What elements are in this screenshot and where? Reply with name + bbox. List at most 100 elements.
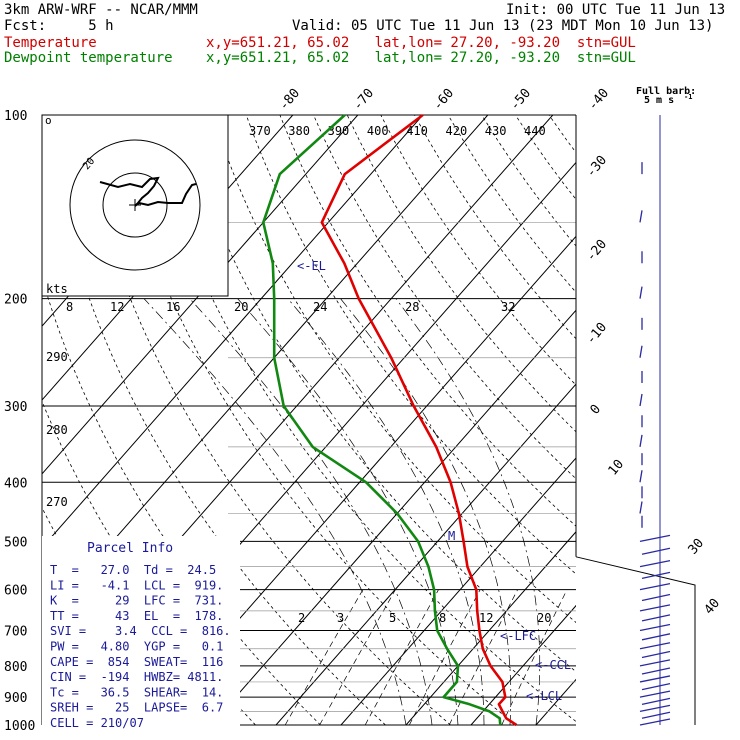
dewpoint-legend: Dewpoint temperature — [4, 50, 173, 66]
pressure-label: 1000 — [4, 719, 35, 734]
temperature-tick: 10 — [606, 457, 628, 479]
pressure-label: 700 — [4, 625, 27, 640]
wind-barb — [639, 501, 643, 514]
wind-barb — [639, 604, 671, 612]
mixing-ratio-line — [448, 589, 518, 725]
pressure-label: 200 — [4, 293, 27, 308]
wind-barb — [641, 682, 671, 691]
dry-adiabat — [515, 115, 576, 201]
pressure-label: 800 — [4, 660, 27, 675]
full-barb-unit: 5 m s — [644, 95, 674, 106]
wind-barb — [639, 675, 671, 683]
theta-label-left: 270 — [46, 495, 68, 509]
dry-adiabat — [548, 115, 576, 154]
wind-barb — [639, 393, 643, 407]
dry-adiabat — [380, 115, 576, 386]
isotherm-line — [470, 604, 576, 725]
temperature-tick: 40 — [702, 596, 724, 618]
isotherm-line — [601, 115, 740, 725]
wind-barb — [641, 711, 671, 719]
parcel-info-row: PW = 4.80 YGP = 0.1 — [50, 640, 223, 654]
hodograph-inset: 20 o kts — [41, 114, 229, 297]
isotherm-line — [42, 115, 359, 475]
sounding-profiles — [261, 113, 518, 727]
parcel-info-row: CELL = 210/07 — [50, 716, 144, 730]
level-annotations: <-EL <-LFC <-CCL <-LCL M — [297, 259, 571, 703]
moist-adiabat — [395, 298, 541, 725]
hodograph-speed-tick: 20 — [234, 300, 248, 314]
valid-time: Valid: 05 UTC Tue 11 Jun 13 (23 MDT Mon … — [292, 18, 714, 34]
isotherm-line — [42, 115, 489, 623]
init-time: Init: 00 UTC Tue 11 Jun 13 — [506, 2, 726, 18]
isotherm-line — [340, 457, 576, 725]
wind-barb — [639, 718, 671, 726]
pressure-label: 500 — [4, 535, 27, 550]
m-label: M — [448, 529, 455, 543]
hodograph-speed-tick: 32 — [501, 300, 515, 314]
full-barb-exponent: -1 — [684, 93, 692, 101]
temperature-tick: -20 — [584, 237, 611, 265]
wind-barb — [639, 583, 671, 591]
mixing-ratio-line — [319, 589, 396, 725]
isotherm-line — [666, 115, 740, 725]
parcel-info-title: Parcel Info — [87, 541, 173, 556]
dry-adiabat — [245, 115, 576, 575]
wind-barb — [641, 571, 671, 580]
hodograph-unit: kts — [46, 282, 68, 296]
model-title: 3km ARW-WRF -- NCAR/MMM — [4, 2, 198, 18]
full-barb-label: Full barb: — [636, 86, 696, 97]
mixing-ratio-line — [364, 589, 439, 725]
mixing-ratio-label: 20 — [537, 611, 551, 625]
dewpoint-location: x,y=651.21, 65.02 lat,lon= 27.20, -93.20… — [206, 50, 636, 66]
hodograph-speed-tick: 28 — [405, 300, 419, 314]
mixing-ratio-label: 8 — [439, 611, 446, 625]
dry-adiabat — [616, 115, 740, 725]
dry-adiabat — [583, 115, 740, 725]
parcel-info-row: K = 29 LFC = 731. — [50, 594, 223, 608]
theta-label: 390 — [328, 124, 350, 138]
hodograph-outer-ring — [69, 139, 201, 271]
right-axis-extension — [575, 556, 696, 725]
wind-barb — [641, 614, 671, 622]
ccl-label: <-CCL — [535, 658, 571, 672]
temperature-tick: -60 — [430, 86, 457, 114]
wind-barb — [639, 559, 671, 568]
hodograph-speed-tick: 12 — [110, 300, 124, 314]
isotherm-line — [535, 678, 576, 725]
mixing-ratio-line — [284, 589, 364, 725]
theta-label: 430 — [485, 124, 507, 138]
pressure-label: 400 — [4, 476, 27, 491]
theta-label: 440 — [524, 124, 546, 138]
mixing-ratio-label: 2 — [298, 611, 305, 625]
parcel-info-row: LI = -4.1 LCL = 919. — [50, 578, 223, 592]
wind-barb — [639, 704, 671, 713]
isotherm-line — [210, 309, 576, 725]
parcel-info-row: CAPE = 854 SWEAT= 116 — [50, 655, 223, 669]
temperature-tick: 0 — [588, 402, 605, 418]
hodograph-speed-tick: 16 — [166, 300, 180, 314]
dry-adiabat — [346, 115, 576, 433]
wind-barb — [639, 345, 643, 358]
parcel-info-row: T = 27.0 Td = 24.5 — [50, 563, 216, 577]
isotherm-line — [405, 531, 576, 725]
wind-barb — [639, 690, 671, 698]
theta-label-left: 290 — [46, 350, 68, 364]
lcl-label: <-LCL — [526, 689, 562, 703]
temperature-legend: Temperature — [4, 35, 97, 51]
wind-barb — [639, 659, 671, 667]
theta-label: 370 — [249, 124, 271, 138]
hodograph-speed-tick: 24 — [313, 300, 327, 314]
moist-adiabat — [237, 298, 459, 725]
hodograph-trace — [99, 176, 197, 207]
isotherm-line — [42, 115, 424, 549]
forecast-hour: Fcst: 5 h — [4, 18, 114, 34]
wind-barb — [641, 633, 671, 641]
theta-label: 400 — [367, 124, 389, 138]
parcel-info-background — [42, 536, 240, 726]
wind-barb — [641, 593, 671, 602]
theta-label: 410 — [406, 124, 428, 138]
parcel-info-row: Tc = 36.5 SHEAR= 14. — [50, 685, 223, 699]
temperature-tick: 30 — [686, 536, 708, 558]
pressure-label: 900 — [4, 691, 27, 706]
